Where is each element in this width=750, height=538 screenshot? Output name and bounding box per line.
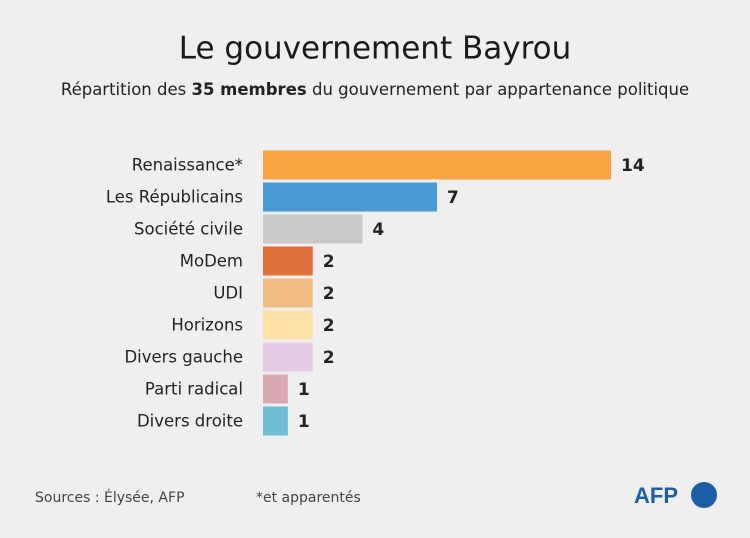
category-label: Société civile <box>134 220 243 239</box>
value-label: 14 <box>621 156 645 176</box>
footnote: *et apparentés <box>256 490 361 506</box>
chart-subtitle: Répartition des 35 membres du gouverneme… <box>61 80 689 99</box>
category-label: Renaissance* <box>132 156 243 175</box>
category-label: MoDem <box>180 252 243 271</box>
value-label: 4 <box>372 220 384 240</box>
value-label: 1 <box>298 412 310 432</box>
bar <box>263 406 288 436</box>
chart-title: Le gouvernement Bayrou <box>179 31 572 67</box>
bar <box>263 342 313 372</box>
category-label: Les Républicains <box>106 188 243 207</box>
bar <box>263 278 313 308</box>
value-label: 2 <box>323 348 335 368</box>
value-label: 7 <box>447 188 459 208</box>
bar <box>263 150 611 180</box>
value-label: 2 <box>323 252 335 272</box>
bar <box>263 374 288 404</box>
value-label: 2 <box>323 316 335 336</box>
bar <box>263 310 313 340</box>
logo-dot <box>691 482 717 508</box>
bar <box>263 214 363 244</box>
value-label: 1 <box>298 380 310 400</box>
category-label: Horizons <box>171 316 243 335</box>
category-label: Divers droite <box>137 412 243 431</box>
subtitle-part: du gouvernement par appartenance politiq… <box>312 80 689 99</box>
category-label: Divers gauche <box>124 348 243 367</box>
subtitle-emphasis: 35 membres <box>191 80 306 99</box>
bar <box>263 182 437 212</box>
category-label: UDI <box>213 284 243 303</box>
category-label: Parti radical <box>145 380 243 399</box>
source: Sources : Élysée, AFP <box>35 489 185 506</box>
subtitle-part: Répartition des <box>61 80 186 99</box>
value-label: 2 <box>323 284 335 304</box>
logo-text: AFP <box>634 483 678 508</box>
bar <box>263 246 313 276</box>
